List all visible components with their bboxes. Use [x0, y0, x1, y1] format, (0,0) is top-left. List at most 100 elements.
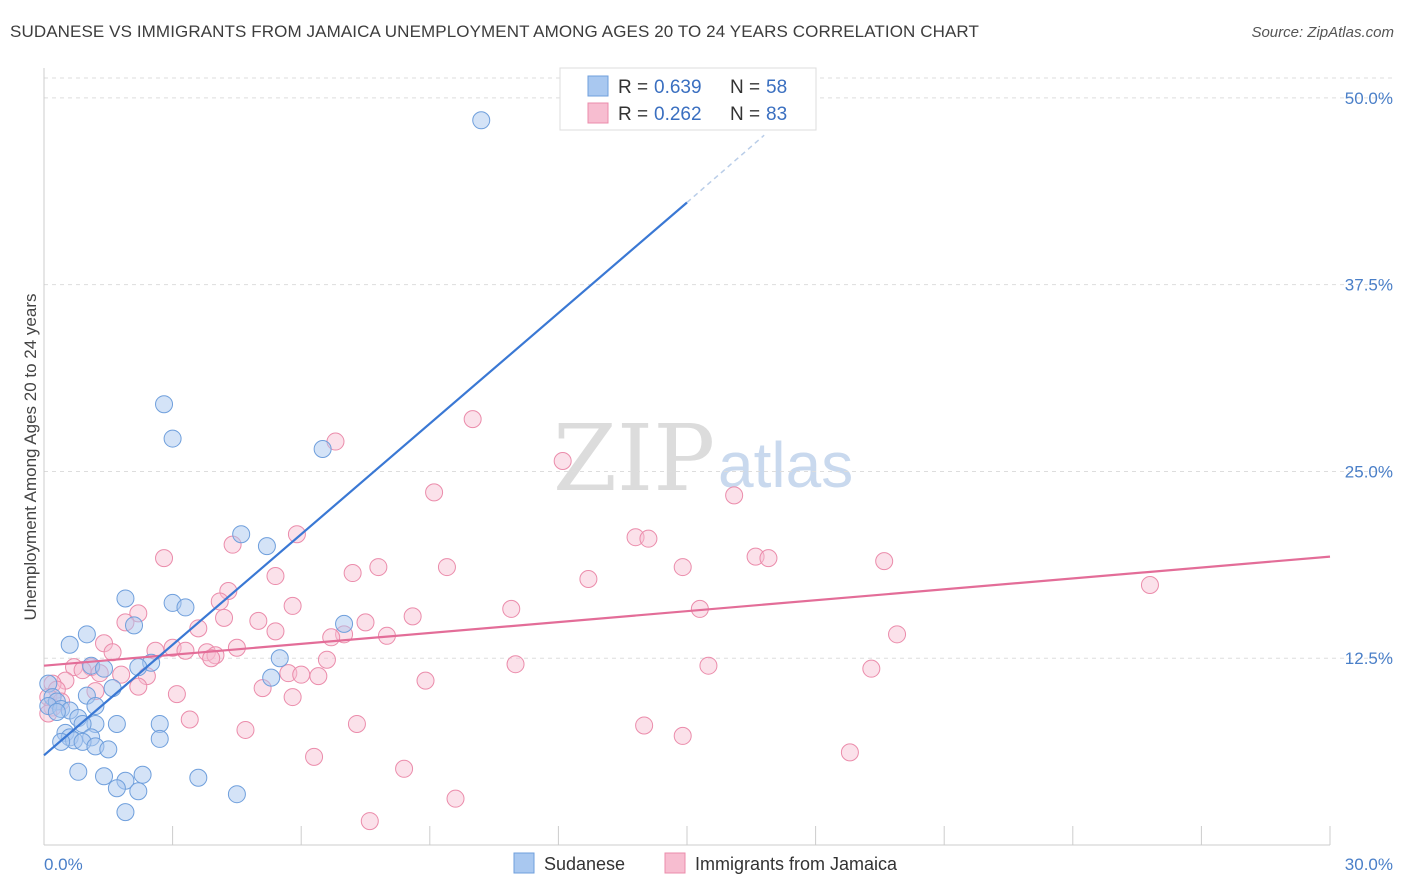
jamaica-point	[416, 671, 435, 690]
sudanese-point	[257, 537, 276, 556]
jamaica-point	[437, 558, 456, 577]
jamaica-point	[266, 622, 285, 641]
bottom-legend-sudanese: Sudanese	[544, 854, 625, 874]
watermark: ZIP atlas	[553, 405, 853, 512]
jamaica-point	[356, 613, 375, 632]
y-tick-labels: 12.5% 25.0% 37.5% 50.0%	[1345, 89, 1393, 668]
legend-n-label-1: N =	[730, 77, 760, 98]
y-tick-label: 37.5%	[1345, 276, 1393, 295]
jamaica-point	[283, 688, 302, 707]
jamaica-point	[1140, 576, 1159, 595]
sudanese-point	[189, 768, 208, 787]
jamaica-point	[360, 812, 379, 831]
bottom-legend-jamaica: Immigrants from Jamaica	[695, 854, 898, 874]
y-tick-label: 12.5%	[1345, 649, 1393, 668]
jamaica-point	[236, 720, 255, 739]
jamaica-point	[305, 747, 324, 766]
jamaica-point	[639, 529, 658, 548]
sudanese-point	[270, 649, 289, 668]
gridlines	[44, 77, 1393, 659]
sudanese-point	[163, 429, 182, 448]
jamaica-point	[875, 552, 894, 571]
jamaica-point	[403, 607, 422, 626]
sudanese-point	[150, 729, 169, 748]
jamaica-point	[463, 410, 482, 429]
sudanese-point	[472, 111, 491, 130]
jamaica-point	[249, 611, 268, 630]
sudanese-point	[125, 616, 144, 635]
jamaica-point	[888, 625, 907, 644]
jamaica-point	[180, 710, 199, 729]
jamaica-point	[215, 608, 234, 627]
jamaica-point	[506, 655, 525, 674]
jamaica-point	[283, 596, 302, 615]
y-tick-label: 25.0%	[1345, 462, 1393, 481]
jamaica-point	[322, 628, 341, 647]
watermark-zip: ZIP	[553, 405, 715, 512]
jamaica-point	[103, 643, 122, 662]
chart-title: SUDANESE VS IMMIGRANTS FROM JAMAICA UNEM…	[10, 22, 979, 41]
legend-r-value-2: 0.262	[654, 104, 702, 125]
jamaica-point	[167, 685, 186, 704]
sudanese-trend-extension	[686, 134, 765, 204]
sudanese-point	[313, 440, 332, 459]
source-credit: Source: ZipAtlas.com	[1251, 24, 1394, 41]
jamaica-point	[746, 547, 765, 566]
sudanese-point	[335, 614, 354, 633]
bottom-swatch-sudanese	[513, 852, 535, 874]
sudanese-point	[69, 762, 88, 781]
legend-swatch-jamaica	[587, 102, 609, 124]
jamaica-point	[502, 599, 521, 618]
trend-lines	[43, 134, 1331, 757]
jamaica-point	[317, 650, 336, 669]
jamaica-point	[189, 619, 208, 638]
legend-swatch-sudanese	[587, 75, 609, 97]
jamaica-point	[673, 558, 692, 577]
watermark-atlas: atlas	[718, 429, 853, 501]
sudanese-point	[262, 668, 281, 687]
x-tick-label-max: 30.0%	[1345, 855, 1393, 874]
sudanese-trend-line	[43, 201, 688, 757]
jamaica-point	[309, 667, 328, 686]
jamaica-point	[395, 759, 414, 778]
x-ticks	[43, 826, 1331, 845]
jamaica-point	[635, 716, 654, 735]
sudanese-point	[95, 767, 114, 786]
jamaica-point	[112, 665, 131, 684]
y-tick-label: 50.0%	[1345, 89, 1393, 108]
sudanese-point	[95, 659, 114, 678]
sudanese-point	[77, 625, 96, 644]
legend-n-value-2: 83	[766, 104, 787, 125]
jamaica-point	[553, 451, 572, 470]
jamaica-point	[673, 726, 692, 745]
sudanese-point	[107, 779, 126, 798]
jamaica-point	[626, 528, 645, 547]
jamaica-point	[343, 564, 362, 583]
sudanese-point	[99, 740, 118, 759]
sudanese-point	[176, 598, 195, 617]
y-axis-title: Unemployment Among Ages 20 to 24 years	[21, 294, 40, 621]
series-sudanese-points	[39, 111, 491, 822]
jamaica-point	[210, 592, 229, 611]
sudanese-point	[107, 714, 126, 733]
jamaica-point	[759, 549, 778, 568]
bottom-swatch-jamaica	[664, 852, 686, 874]
sudanese-point	[103, 679, 122, 698]
jamaica-point	[369, 558, 388, 577]
jamaica-point	[155, 549, 174, 568]
series-legend: Sudanese Immigrants from Jamaica	[513, 852, 898, 874]
jamaica-point	[176, 641, 195, 660]
stats-legend: R = 0.639 N = 58 R = 0.262 N = 83	[559, 67, 817, 131]
sudanese-point	[86, 697, 105, 716]
jamaica-point	[287, 525, 306, 544]
jamaica-point	[266, 567, 285, 586]
sudanese-point	[227, 785, 246, 804]
legend-r-value-1: 0.639	[654, 77, 702, 98]
sudanese-point	[232, 525, 251, 544]
jamaica-trend-line	[43, 555, 1331, 667]
sudanese-point	[60, 635, 79, 654]
jamaica-point	[129, 677, 148, 696]
legend-r-label-1: R =	[618, 77, 648, 98]
jamaica-point	[840, 743, 859, 762]
